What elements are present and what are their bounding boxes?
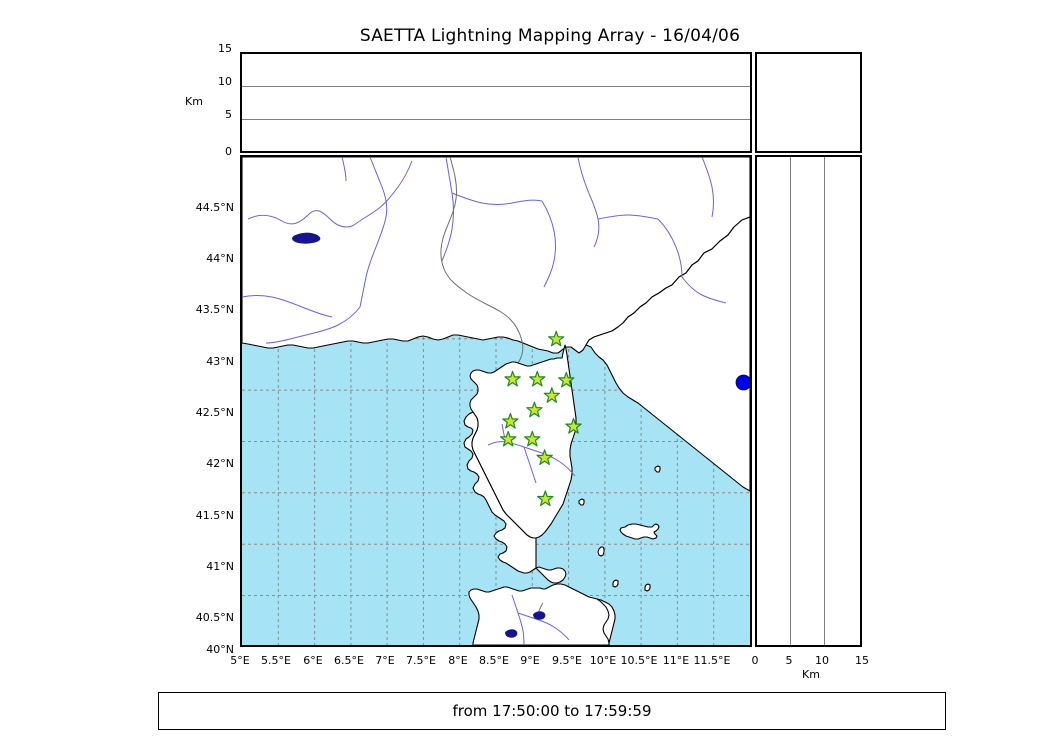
map-xtick-5.5E: 5.5°E (261, 654, 291, 667)
altitude-latitude-panel[interactable] (755, 155, 862, 647)
right-xtick-10: 10 (815, 654, 829, 667)
map-xtick-8.5E: 8.5°E (479, 654, 509, 667)
small-island-ne (654, 465, 661, 473)
gridline-5km (242, 119, 750, 120)
sardinia-northeast-detail (596, 598, 610, 645)
top-yaxis-label: Km (185, 95, 203, 108)
national-border (440, 157, 524, 376)
map-xtick-11E: 11°E (662, 654, 690, 667)
mainland-rivers (242, 157, 727, 344)
capraia-island (597, 546, 605, 557)
map-graphics (242, 157, 750, 645)
map-xtick-8E: 8°E (448, 654, 468, 667)
top-ytick-10: 10 (218, 75, 232, 88)
map-xtick-9E: 9°E (520, 654, 540, 667)
map-xtick-6E: 6°E (303, 654, 323, 667)
map-xtick-11.5E: 11.5°E (693, 654, 731, 667)
mainland-lake (292, 232, 321, 244)
top-ytick-5: 5 (225, 108, 232, 121)
map-xtick-10.5E: 10.5°E (620, 654, 658, 667)
map-xtick-7.5E: 7.5°E (406, 654, 436, 667)
right-xtick-0: 0 (751, 654, 759, 667)
corner-panel (755, 52, 862, 153)
corner-plot-area (757, 54, 860, 151)
sardinia-lake-north (533, 611, 546, 620)
corsica-west-coast-detail (463, 411, 537, 574)
corsica-landmass (469, 344, 577, 539)
map-panel[interactable] (240, 155, 752, 647)
altitude-latitude-plot-area (757, 157, 860, 645)
top-ytick-15: 15 (218, 42, 232, 55)
map-ytick-44N: 44°N (206, 252, 234, 265)
map-ytick-41.5N: 41.5°N (195, 509, 234, 522)
gridline-5km-vertical (790, 157, 791, 645)
lma-station-markers (500, 330, 582, 507)
gorgona-island (612, 579, 619, 588)
time-range-status-bar[interactable]: from 17:50:00 to 17:59:59 (158, 692, 946, 730)
time-range-text: from 17:50:00 to 17:59:59 (452, 702, 652, 720)
altitude-longitude-panel[interactable] (240, 52, 752, 153)
map-plot-area (242, 157, 750, 645)
right-xtick-15: 15 (855, 654, 869, 667)
map-ytick-42.5N: 42.5°N (195, 406, 234, 419)
map-xtick-9.5E: 9.5°E (552, 654, 582, 667)
map-xtick-5E: 5°E (230, 654, 250, 667)
elba-island (619, 523, 660, 540)
map-ytick-40N: 40°N (206, 643, 234, 656)
altitude-longitude-plot-area (242, 54, 750, 151)
corsica-south-tip (535, 566, 567, 584)
map-ytick-42N: 42°N (206, 457, 234, 470)
top-ytick-0: 0 (225, 145, 232, 158)
map-ytick-43.5N: 43.5°N (195, 303, 234, 316)
gridline-10km-vertical (824, 157, 825, 645)
map-ytick-40.5N: 40.5°N (195, 611, 234, 624)
map-ytick-44.5N: 44.5°N (195, 201, 234, 214)
map-ytick-43N: 43°N (206, 355, 234, 368)
page-title: SAETTA Lightning Mapping Array - 16/04/0… (359, 26, 741, 46)
montecristo-island (644, 583, 651, 592)
map-xtick-6.5E: 6.5°E (334, 654, 364, 667)
tuscan-coast-detail (585, 216, 750, 492)
small-island-north (578, 498, 585, 506)
map-xtick-10E: 10°E (589, 654, 617, 667)
map-xtick-7E: 7°E (375, 654, 395, 667)
gridline-10km (242, 86, 750, 87)
map-ytick-41N: 41°N (206, 560, 234, 573)
vhf-source-markers (735, 374, 750, 391)
right-xtick-5: 5 (785, 654, 793, 667)
right-xaxis-label: Km (802, 668, 820, 681)
sardinia-lake-south (505, 629, 518, 638)
